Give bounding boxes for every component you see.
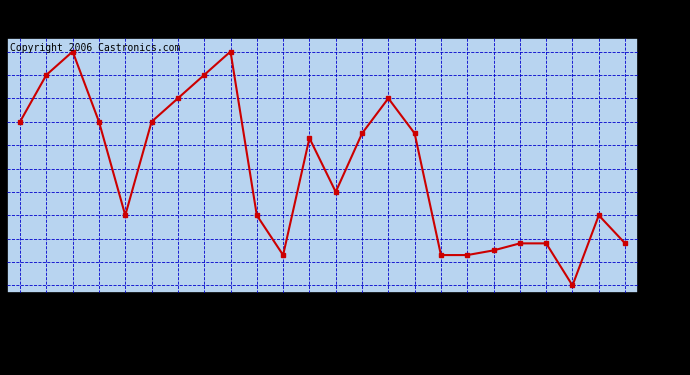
Text: Copyright 2006 Castronics.com: Copyright 2006 Castronics.com: [10, 43, 180, 52]
Text: Evapotranspiration per Day (Inches) 20061024: Evapotranspiration per Day (Inches) 2006…: [117, 11, 518, 26]
